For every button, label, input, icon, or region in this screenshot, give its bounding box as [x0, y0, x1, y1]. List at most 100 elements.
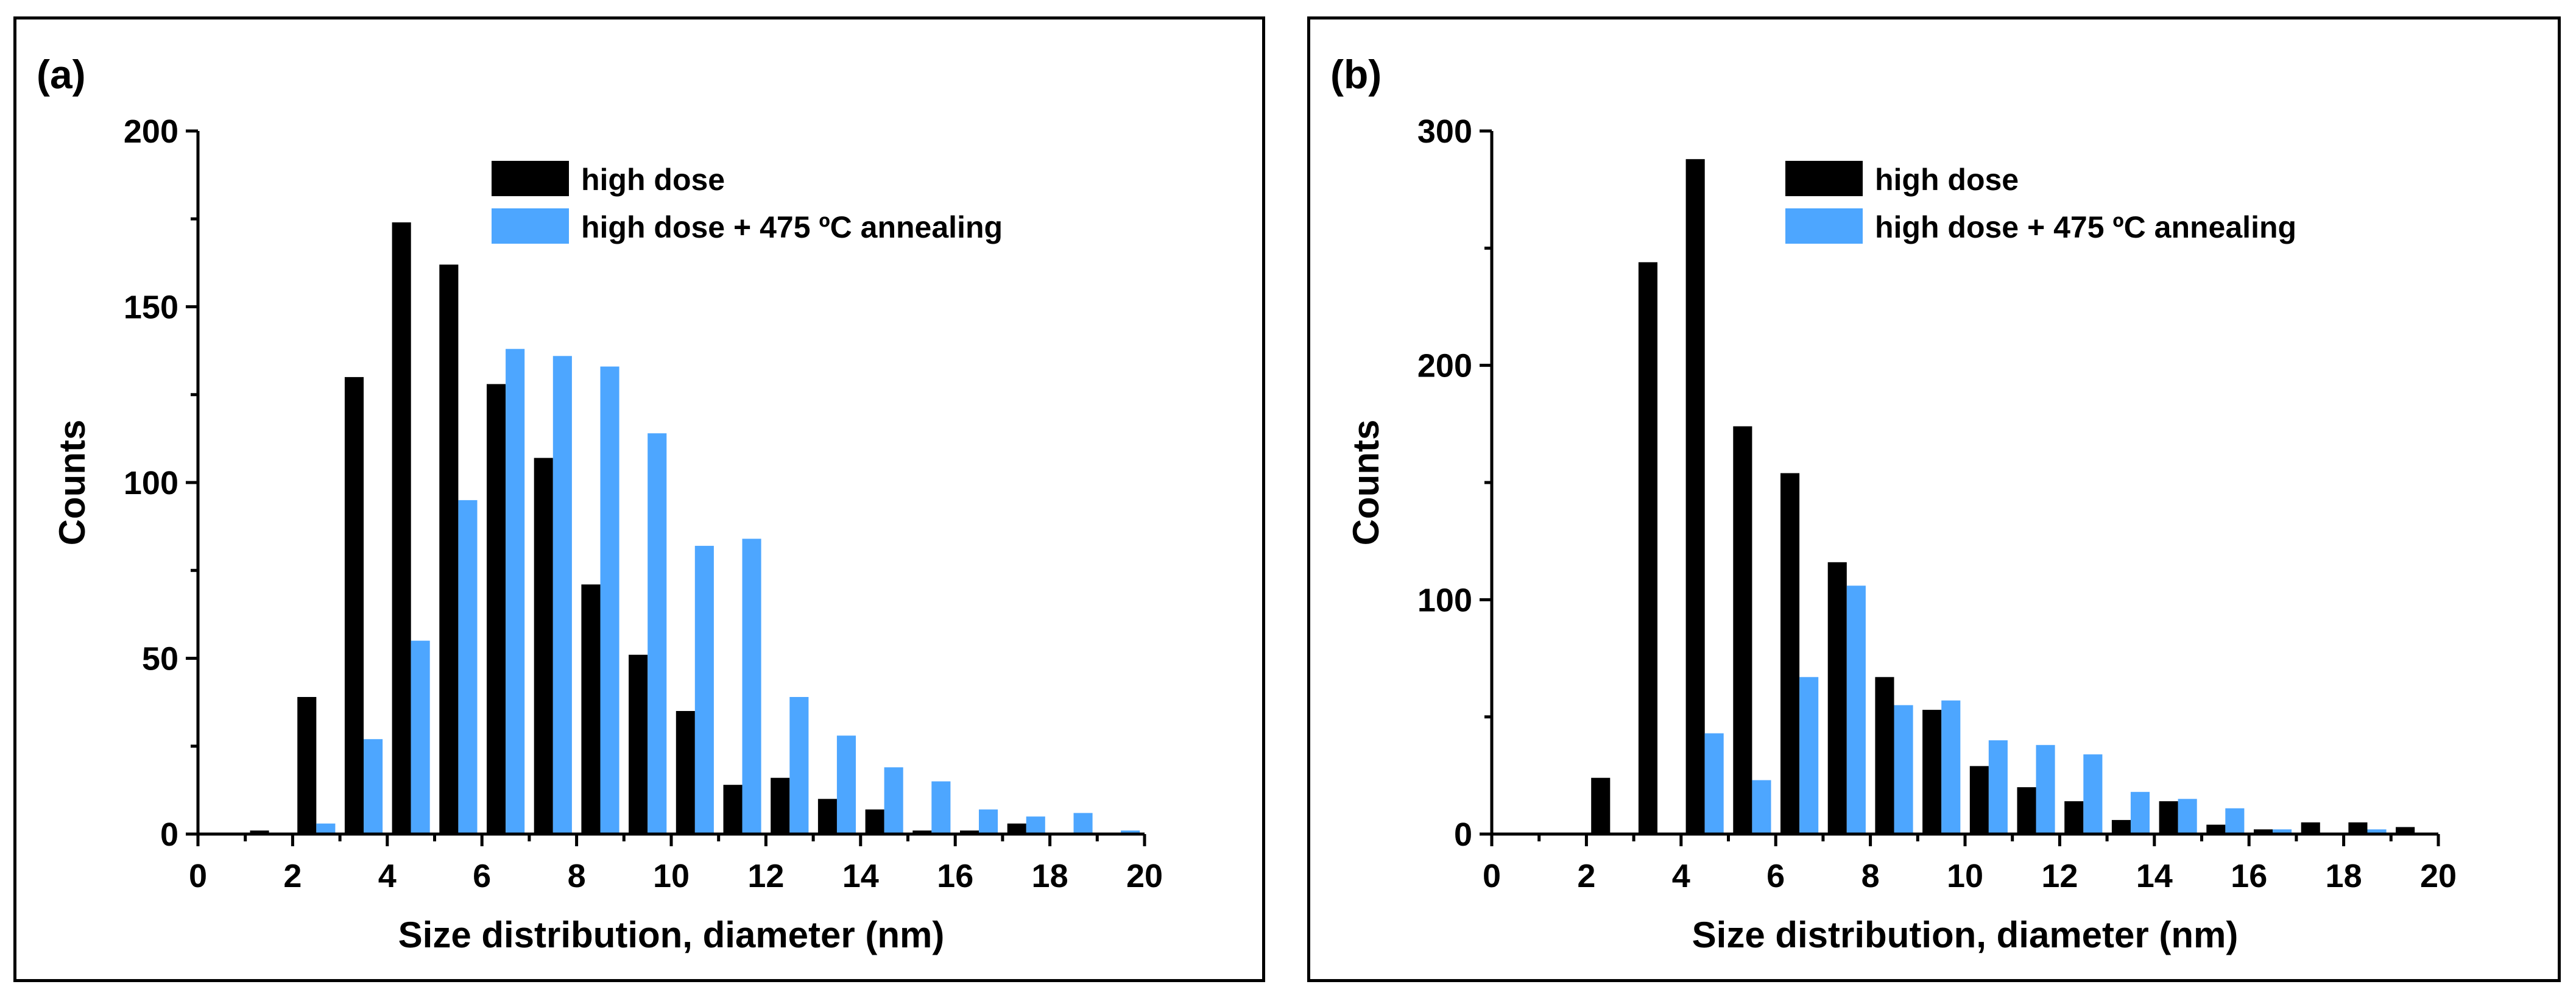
y-tick-label-a-150: 150 — [124, 289, 178, 326]
x-tick-label-a-16: 16 — [937, 858, 973, 894]
bar-a-s1-11 — [723, 785, 743, 834]
y-tick-label-a-50: 50 — [142, 641, 178, 677]
bar-a-s2-6 — [506, 348, 525, 834]
bar-b-s1-6 — [1780, 473, 1800, 834]
bar-b-s2-13 — [2130, 791, 2150, 834]
legend-label-a-2: high dose + 475 ºC annealing — [581, 210, 1003, 244]
bar-b-s2-15 — [2225, 808, 2245, 834]
bar-b-s1-2 — [1591, 777, 1611, 834]
legend-label-b-2: high dose + 475 ºC annealing — [1875, 210, 2296, 244]
bar-a-s1-12 — [771, 777, 790, 834]
x-tick-label-b-6: 6 — [1766, 858, 1785, 894]
x-tick-label-a-20: 20 — [1126, 858, 1163, 894]
bar-a-s2-16 — [979, 809, 998, 834]
bar-a-s2-13 — [836, 735, 856, 834]
bar-b-s1-19 — [2396, 827, 2415, 834]
bar-b-s1-17 — [2301, 822, 2320, 834]
y-tick-label-b-200: 200 — [1417, 348, 1472, 384]
bar-b-s2-8 — [1894, 705, 1913, 834]
bar-b-s2-10 — [1988, 740, 2008, 834]
legend-swatch-b-2 — [1785, 208, 1863, 244]
bar-b-s2-9 — [1941, 700, 1961, 834]
x-tick-label-a-12: 12 — [747, 858, 784, 894]
bar-b-s1-18 — [2348, 822, 2368, 834]
bar-a-s1-6 — [487, 384, 506, 834]
y-tick-label-a-200: 200 — [124, 113, 178, 150]
legend-label-a-1: high dose — [581, 163, 725, 197]
bar-a-s1-5 — [439, 264, 459, 834]
bar-a-s2-5 — [458, 500, 478, 834]
bar-a-s1-2 — [297, 697, 317, 834]
bar-a-s1-13 — [817, 799, 837, 834]
bar-a-s2-7 — [552, 356, 572, 834]
bar-b-s1-5 — [1733, 426, 1752, 834]
bar-a-s2-19 — [1121, 830, 1140, 834]
bar-a-s2-11 — [742, 539, 761, 834]
bar-a-s2-17 — [1026, 816, 1045, 834]
bar-a-s1-7 — [534, 458, 553, 834]
bar-b-s2-11 — [2036, 745, 2055, 834]
bar-a-s2-14 — [884, 767, 903, 834]
x-tick-label-a-0: 0 — [189, 858, 207, 894]
y-tick-label-b-0: 0 — [1454, 816, 1472, 853]
legend-swatch-b-1 — [1785, 161, 1863, 196]
x-tick-label-b-14: 14 — [2136, 858, 2173, 894]
y-tick-label-a-100: 100 — [124, 465, 178, 501]
legend-label-b-1: high dose — [1875, 163, 2019, 197]
panel-label-b: (b) — [1330, 52, 1382, 97]
x-tick-label-a-8: 8 — [568, 858, 586, 894]
chart-panel-a: 0 2 4 6 8 10 12 14 16 18 20 0 50 100 150 200 Size distri… — [13, 16, 1265, 982]
bar-a-s2-3 — [364, 739, 383, 834]
y-axis-title-b: Counts — [1346, 420, 1386, 546]
x-axis-title-b: Size distribution, diameter (nm) — [1692, 914, 2239, 955]
bar-b-s1-15 — [2206, 824, 2226, 834]
x-tick-label-a-10: 10 — [653, 858, 690, 894]
bar-b-s2-7 — [1846, 585, 1866, 834]
bar-a-s2-10 — [694, 545, 714, 834]
bar-b-s2-4 — [1704, 733, 1724, 834]
x-tick-label-a-4: 4 — [378, 858, 397, 894]
bar-b-s1-12 — [2064, 801, 2084, 834]
bar-a-s2-8 — [600, 366, 619, 834]
bar-a-s1-8 — [581, 584, 601, 834]
x-tick-label-b-10: 10 — [1947, 858, 1983, 894]
y-tick-label-b-100: 100 — [1417, 582, 1472, 618]
bar-b-s2-6 — [1799, 677, 1819, 834]
bar-a-s1-9 — [629, 654, 648, 834]
bar-b-s2-14 — [2178, 799, 2197, 834]
bar-a-s2-18 — [1073, 813, 1093, 834]
bar-b-s1-8 — [1875, 677, 1894, 834]
bar-b-s2-16 — [2273, 829, 2292, 834]
bar-a-s1-3 — [344, 377, 364, 834]
bar-b-s2-18 — [2367, 829, 2387, 834]
x-tick-label-b-2: 2 — [1577, 858, 1595, 894]
panel-label-a: (a) — [37, 52, 86, 97]
x-tick-label-a-14: 14 — [842, 858, 879, 894]
bar-a-s1-15 — [912, 830, 932, 834]
x-tick-label-b-8: 8 — [1861, 858, 1880, 894]
bar-a-s2-15 — [931, 781, 951, 834]
bar-a-s1-4 — [392, 222, 411, 834]
bar-a-s2-9 — [648, 433, 667, 834]
bar-b-s1-7 — [1827, 562, 1847, 834]
legend-swatch-a-1 — [492, 161, 569, 196]
legend-swatch-a-2 — [492, 208, 569, 244]
bar-b-s1-16 — [2254, 829, 2273, 834]
bar-b-s1-4 — [1685, 159, 1705, 835]
bar-a-s2-2 — [316, 823, 336, 834]
chart-panel-b: 0 2 4 6 8 10 12 14 16 18 20 0 100 200 300 Size distribu… — [1307, 16, 2561, 982]
y-tick-label-a-0: 0 — [160, 816, 178, 853]
x-tick-label-b-0: 0 — [1483, 858, 1501, 894]
bar-b-s1-13 — [2111, 819, 2131, 834]
x-tick-label-b-20: 20 — [2420, 858, 2457, 894]
bar-b-s2-5 — [1752, 780, 1771, 834]
bar-b-s1-10 — [1969, 766, 1989, 834]
bar-a-s2-12 — [789, 697, 809, 834]
bar-b-s1-14 — [2159, 801, 2178, 834]
x-tick-label-b-18: 18 — [2326, 858, 2362, 894]
x-tick-label-a-2: 2 — [283, 858, 302, 894]
bar-b-s1-3 — [1638, 262, 1657, 834]
bar-b-s1-11 — [2017, 787, 2036, 834]
